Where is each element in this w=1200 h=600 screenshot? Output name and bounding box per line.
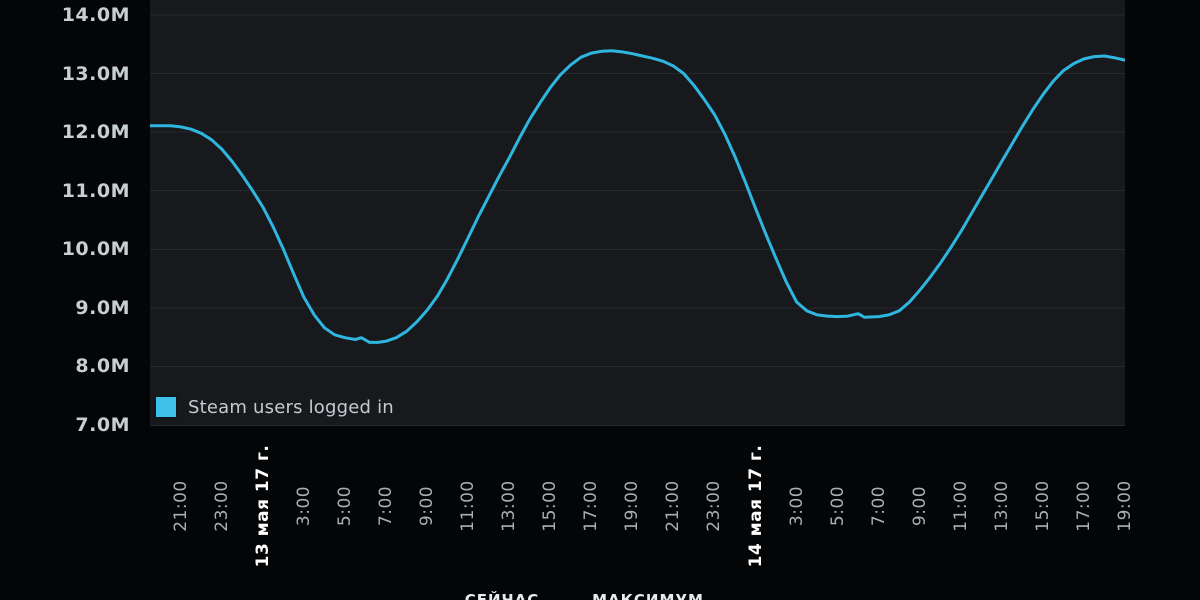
x-tick-label: 19:00 [1115,480,1135,532]
series-line [150,49,1125,344]
x-tick-label: 13:00 [991,480,1012,532]
footer-word: МАКСИМУМ [592,591,704,600]
plot-area: Steam users logged in [150,0,1125,426]
x-tick-label: 19:00 [622,480,643,532]
x-tick-label: 17:00 [1073,480,1094,532]
x-tick-label: 21:00 [170,480,191,532]
x-tick-label: 17:00 [581,480,602,532]
x-tick-label: 21:00 [663,480,684,532]
x-tick-label: 3:00 [786,485,807,527]
y-tick-label: 13.0M [61,62,130,85]
x-tick-label: 9:00 [909,485,930,527]
y-tick-label: 12.0M [61,121,130,144]
footer-word: СЕЙЧАС [464,591,540,600]
x-tick-label: 7:00 [376,485,397,527]
x-tick-label: 11:00 [458,480,479,532]
x-tick-label: 15:00 [540,480,561,532]
y-tick-label: 7.0M [75,414,130,436]
x-axis-labels: 21:00 23:00 13 мая 17 г. 3:00 5:00 7:00 9:00 11… [0,430,1200,590]
y-tick-label: 8.0M [75,355,130,378]
x-tick-label: 9:00 [417,485,438,527]
x-tick-label: 15:00 [1032,480,1053,532]
line-chart-svg [150,14,1125,367]
x-tick-label: 5:00 [335,485,355,527]
y-tick-label: 9.0M [75,296,130,319]
x-tick-label: 23:00 [211,480,232,532]
x-tick-label: 23:00 [704,480,725,532]
y-tick-label: 10.0M [61,238,130,261]
legend: Steam users logged in [153,394,400,420]
x-tick-label: 3:00 [293,485,314,527]
x-tick-date-label: 13 мая 17 г. [252,444,273,568]
x-tick-date-label: 14 мая 17 г. [745,444,766,568]
legend-label: Steam users logged in [188,396,394,418]
x-tick-label: 7:00 [868,485,889,527]
x-tick-label: 11:00 [950,480,971,532]
y-tick-label: 11.0M [61,179,130,202]
legend-swatch [154,395,178,419]
y-tick-label: 14.0M [61,4,130,26]
x-tick-label: 5:00 [827,485,848,527]
x-tick-label: 13:00 [499,480,520,532]
y-axis-labels: 14.0M 13.0M 12.0M 11.0M 10.0M 9.0M 8.0M 7.0M [0,0,130,436]
